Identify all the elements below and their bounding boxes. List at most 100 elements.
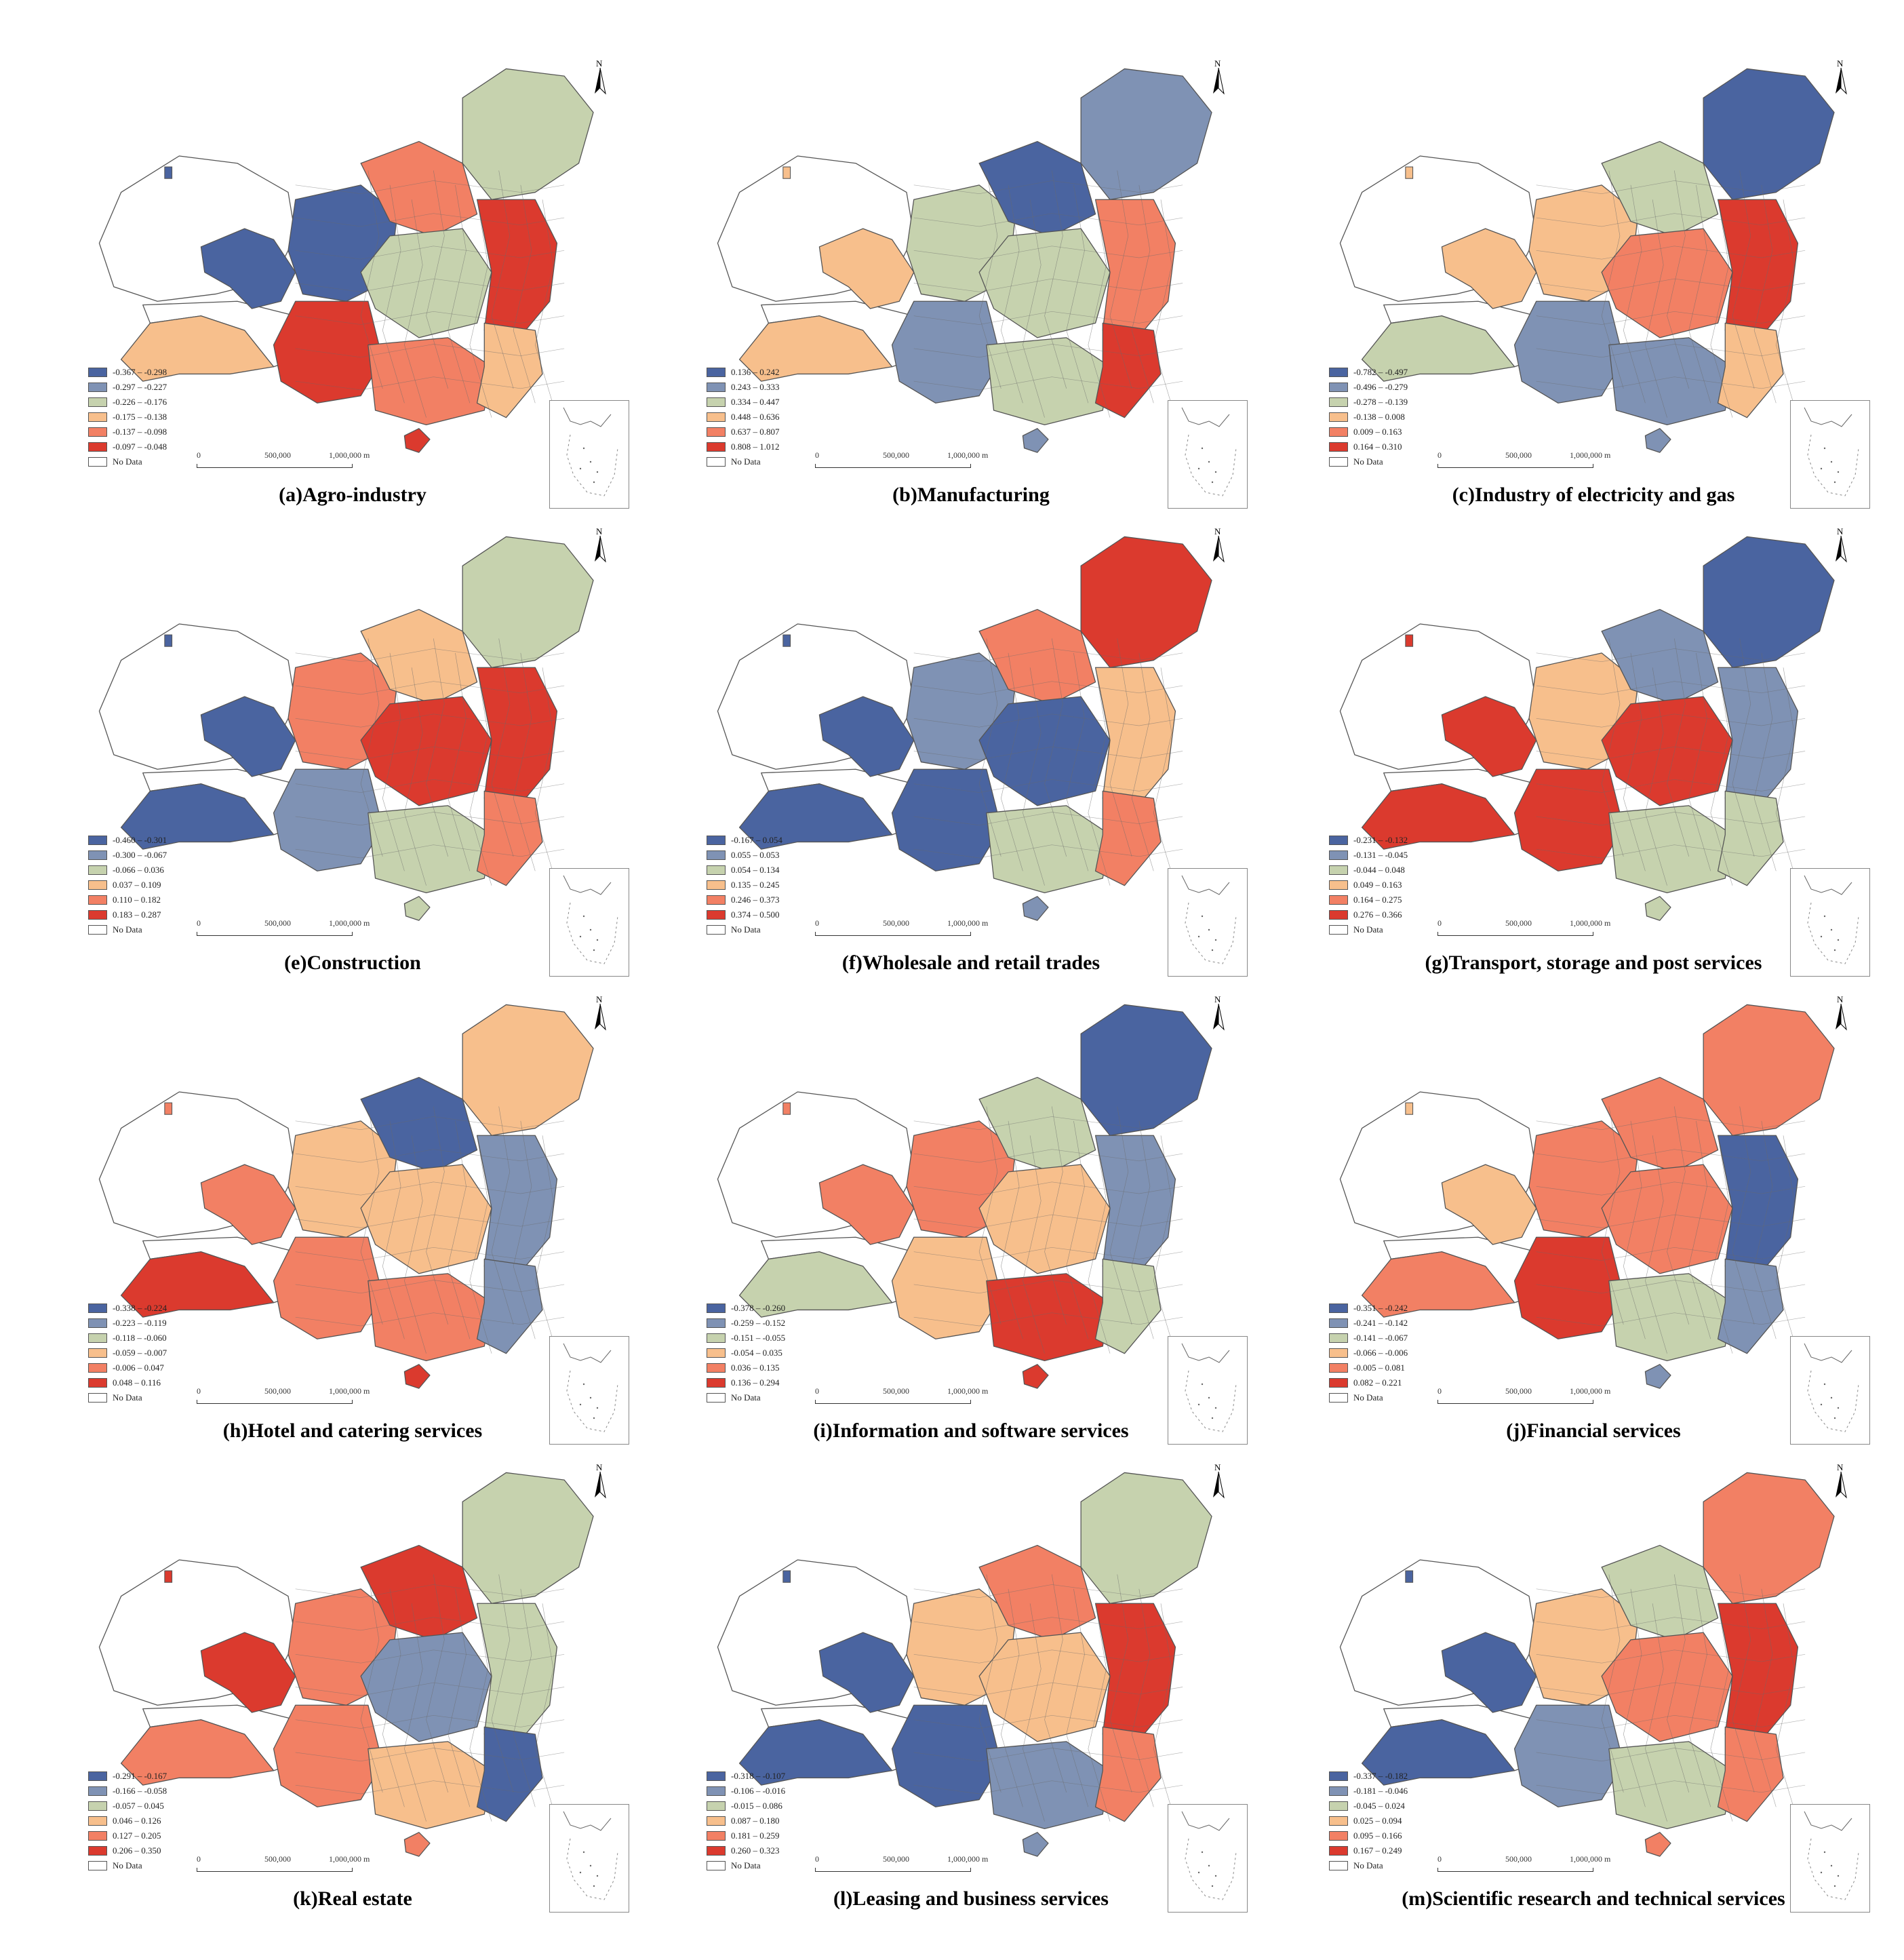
- region-outlier: [782, 1102, 791, 1115]
- legend-swatch: [88, 1363, 107, 1373]
- legend-swatch: [1329, 368, 1348, 377]
- legend-swatch: [707, 368, 726, 377]
- map-panel: N -0.167 – 0.054 0.055 – 0.053 0.054 – 0.13…: [666, 522, 1276, 990]
- prefecture-boundary: [295, 213, 565, 227]
- prefecture-boundary: [295, 1714, 565, 1729]
- prefecture-boundary: [1601, 1574, 1624, 1792]
- prefecture-boundary: [534, 199, 557, 418]
- legend-label: -0.057 – 0.045: [113, 1801, 164, 1811]
- prefecture-boundary: [295, 713, 565, 728]
- region-e: [1094, 1135, 1176, 1282]
- legend-swatch: [707, 1363, 726, 1373]
- region-sw: [891, 300, 1001, 404]
- prefecture-boundary: [426, 1106, 449, 1325]
- prefecture-boundary: [1536, 746, 1806, 760]
- region-e: [476, 1135, 558, 1282]
- legend-swatch: [1329, 1333, 1348, 1343]
- legend-swatch: [1329, 1846, 1348, 1856]
- region-nw: [1441, 228, 1537, 309]
- prefecture-boundary: [1753, 652, 1777, 871]
- south-china-sea-inset: [549, 1336, 629, 1445]
- legend-swatch: [1329, 1816, 1348, 1826]
- prefecture-boundary: [913, 1617, 1183, 1631]
- prefecture-boundary: [1710, 667, 1733, 886]
- legend-swatch: [88, 880, 107, 890]
- north-label: N: [596, 526, 603, 536]
- prefecture-boundary: [1536, 1280, 1806, 1294]
- legend-item: 0.637 – 0.807: [707, 425, 780, 439]
- prefecture-boundary: [513, 1588, 536, 1807]
- north-label: N: [1837, 994, 1844, 1004]
- scale-label: 0: [1437, 450, 1442, 460]
- region-tibet: [738, 315, 893, 382]
- legend-label: -0.782 – -0.497: [1353, 367, 1408, 377]
- legend-swatch: [1329, 1304, 1348, 1313]
- prefecture-boundary: [1131, 1588, 1154, 1807]
- south-china-sea-inset: [1168, 868, 1248, 977]
- legend-swatch: [1329, 442, 1348, 452]
- legend-label: 0.637 – 0.807: [731, 427, 780, 437]
- north-label: N: [596, 1462, 603, 1472]
- region-se: [1717, 322, 1784, 418]
- legend-item: -0.045 – 0.024: [1329, 1799, 1408, 1814]
- scale-label: 500,000: [1505, 450, 1532, 460]
- prefecture-boundary: [1732, 1574, 1755, 1792]
- region-sw: [1513, 1704, 1624, 1807]
- scale-label: 0: [197, 1386, 201, 1396]
- region-outlier: [1405, 634, 1414, 647]
- region-nw: [200, 1164, 296, 1245]
- prefecture-boundary: [1732, 170, 1755, 389]
- legend-item: -0.131 – -0.045: [1329, 848, 1408, 863]
- prefecture-boundary: [1753, 1120, 1777, 1339]
- prefecture-boundary: [295, 779, 565, 793]
- region-ne: [1080, 1004, 1212, 1136]
- legend-item: -0.367 – -0.298: [88, 365, 167, 380]
- legend-swatch: [707, 910, 726, 920]
- china-map: [1288, 54, 1899, 475]
- scale-label: 0: [197, 1854, 201, 1864]
- region-hain: [1644, 896, 1671, 921]
- prefecture-boundary: [295, 1181, 565, 1196]
- legend-swatch: [707, 1333, 726, 1343]
- legend-item: -0.291 – -0.167: [88, 1769, 167, 1784]
- region-ne: [462, 1472, 594, 1604]
- prefecture-boundary: [1667, 170, 1690, 389]
- scale-label: 1,000,000 m: [329, 1854, 370, 1864]
- region-nw: [200, 1632, 296, 1713]
- legend-item-no-data: No Data: [88, 922, 167, 937]
- region-tibet: [738, 783, 893, 850]
- prefecture-boundary: [1536, 1649, 1806, 1664]
- legend-swatch: [1329, 1318, 1348, 1328]
- prefecture-boundary: [1536, 278, 1806, 292]
- legend-label: -0.337 – -0.182: [1353, 1771, 1408, 1781]
- prefecture-boundary: [913, 1116, 1183, 1131]
- scale-label: 1,000,000 m: [1570, 918, 1611, 928]
- prefecture-boundary: [382, 652, 405, 871]
- region-e: [1717, 1603, 1799, 1750]
- scale-bar: 0 500,000 1,000,000 m: [197, 1386, 400, 1407]
- legend-label: -0.338 – -0.224: [113, 1303, 167, 1313]
- prefecture-boundary: [1153, 667, 1176, 886]
- prefecture-boundary: [913, 1682, 1183, 1696]
- prefecture-boundary: [360, 1574, 383, 1792]
- legend-swatch: [1329, 865, 1348, 875]
- scale-label: 500,000: [883, 918, 909, 928]
- prefecture-boundary: [1623, 1588, 1646, 1807]
- legend-label: 0.808 – 1.012: [731, 442, 780, 452]
- legend-item: 0.164 – 0.310: [1329, 439, 1408, 454]
- legend-label: No Data: [1353, 1860, 1383, 1870]
- legend-swatch: [707, 1816, 726, 1826]
- legend-item: -0.378 – -0.260: [707, 1301, 785, 1316]
- prefecture-boundary: [1109, 1574, 1132, 1792]
- legend-item: 0.082 – 0.221: [1329, 1375, 1408, 1390]
- scale-bar: 0 500,000 1,000,000 m: [1437, 918, 1641, 939]
- prefecture-boundary: [295, 1780, 565, 1795]
- region-s: [368, 1273, 492, 1362]
- legend-item: -0.231 – -0.132: [1329, 833, 1408, 848]
- north-arrow-icon: N: [1208, 58, 1229, 96]
- scale-line: [815, 932, 971, 936]
- scale-label: 500,000: [883, 1854, 909, 1864]
- prefecture-boundary: [491, 1574, 514, 1792]
- scale-line: [197, 464, 353, 468]
- prefecture-boundary: [1732, 1106, 1755, 1325]
